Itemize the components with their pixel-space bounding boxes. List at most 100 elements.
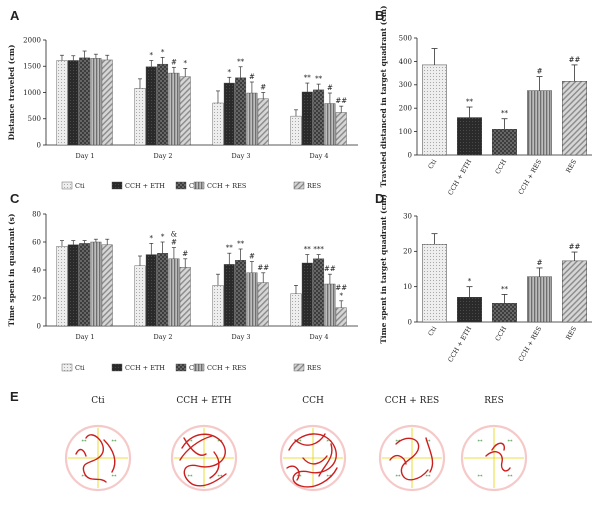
legend-swatch-cch <box>175 181 187 190</box>
y-axis-title: Time spent in quadrant (s) <box>7 214 16 327</box>
bar-cti-day-2 <box>134 265 146 327</box>
legend-label-cti: Cti <box>75 364 85 372</box>
bar-cch-day-1 <box>79 57 91 146</box>
bar-cch <box>492 303 517 323</box>
significance-mark: * <box>150 51 154 59</box>
bar-cti-day-3 <box>212 102 224 146</box>
chart-b-target-distance: 0 100 200 300 400 500 Traveled distanced in ta… <box>379 6 592 197</box>
y-axis-title: Traveled distanced in target quadrant (c… <box>379 6 388 188</box>
significance-mark: ** <box>304 246 312 254</box>
bar-res-day-2 <box>179 76 191 146</box>
significance-mark: * <box>228 68 232 76</box>
platform-marker-4: ** <box>218 474 224 480</box>
platform-marker-1: ** <box>82 439 88 445</box>
bar-res-day-3 <box>257 282 269 327</box>
significance-mark: # <box>171 239 177 247</box>
platform-marker-4: ** <box>112 474 118 480</box>
bar-res-day-2 <box>179 267 191 327</box>
panel-letter-b: B <box>375 8 384 23</box>
y-tick-label: 30 <box>403 212 412 220</box>
y-tick-label: 0 <box>37 322 41 330</box>
platform-marker-2: ** <box>218 439 224 445</box>
platform-marker-3: ** <box>478 474 484 480</box>
y-axis-title: Time spent in target quadrant (cm) <box>379 194 388 344</box>
legend-label-cch-res: CCH + RES <box>207 364 246 372</box>
x-tick-label: Day 1 <box>76 333 95 341</box>
bar-cch-res <box>527 276 552 323</box>
bar-cch-eth-day-4 <box>301 262 313 327</box>
platform-marker-1: ** <box>478 439 484 445</box>
significance-mark: # <box>537 259 543 267</box>
significance-mark: # <box>249 73 255 81</box>
platform-marker-2: ** <box>426 439 432 445</box>
significance-mark: ## <box>569 243 581 251</box>
bar-cch-day-2 <box>157 252 169 327</box>
y-tick-label: 10 <box>403 283 412 291</box>
chart-c-time-in-quadrant: 0 20 40 60 80 Time spent in quadrant (s) Day 1… <box>7 210 358 372</box>
y-tick-label: 20 <box>32 294 41 302</box>
legend-swatch-cch-eth <box>111 181 123 190</box>
x-tick-label: CCH + ETH <box>446 158 473 197</box>
bar-res-day-4 <box>335 307 347 327</box>
bar-cch-res-day-1 <box>90 58 102 146</box>
x-tick-label: Cti <box>426 158 438 170</box>
bar-cch-day-1 <box>79 243 91 327</box>
panel-letter-d: D <box>375 191 384 206</box>
x-tick-label: Day 4 <box>310 333 329 341</box>
significance-mark: ## <box>324 265 336 273</box>
significance-mark: ** <box>315 75 323 83</box>
legend-swatch-res <box>293 181 305 190</box>
x-tick-label: Day 4 <box>310 152 329 160</box>
y-tick-label: 400 <box>399 58 412 66</box>
track-label-cti: Cti <box>91 396 105 406</box>
bar-cch-eth-day-1 <box>67 244 79 327</box>
y-tick-label: 500 <box>28 115 41 123</box>
bar-cti <box>422 244 447 323</box>
swim-path-cch <box>286 433 338 488</box>
y-tick-label: 60 <box>32 238 41 246</box>
track-label-cch-res: CCH + RES <box>385 396 439 406</box>
bar-cch-res-day-4 <box>324 283 336 327</box>
y-tick-label: 100 <box>399 128 412 136</box>
bar-cch-res-day-3 <box>246 272 258 327</box>
significance-mark: ## <box>335 284 347 292</box>
track-label-res: RES <box>484 396 504 406</box>
bar-cch-res-day-2 <box>168 258 180 327</box>
legend-label-cch-eth: CCH + ETH <box>125 364 165 372</box>
significance-mark: ## <box>335 97 347 105</box>
y-tick-label: 0 <box>408 151 412 159</box>
bar-cch-eth-day-3 <box>223 264 235 327</box>
platform-marker-2: ** <box>112 439 118 445</box>
bar-res <box>562 260 587 323</box>
platform-marker-2: ** <box>508 439 514 445</box>
bar-cch-day-2 <box>157 63 169 146</box>
significance-mark: * <box>183 59 187 67</box>
bar-cti-day-3 <box>212 285 224 327</box>
significance-mark: * <box>161 48 165 56</box>
y-tick-label: 0 <box>37 141 41 149</box>
significance-mark: ** <box>226 244 234 252</box>
significance-mark: # <box>171 58 177 66</box>
bar-cch-res-day-2 <box>168 72 180 146</box>
legend-swatch-cch-res <box>193 363 205 372</box>
x-tick-label: Day 2 <box>154 333 173 341</box>
x-tick-label: Cti <box>426 325 438 337</box>
significance-mark: * <box>150 234 154 242</box>
y-tick-label: 300 <box>399 81 412 89</box>
platform-marker-3: ** <box>188 474 194 480</box>
bar-cch-eth-day-1 <box>67 60 79 146</box>
legend-swatch-cch-eth <box>111 363 123 372</box>
chart-a-distance-traveled: 0 500 1000 1500 2000 Distance traveled (cm) Da… <box>7 36 358 190</box>
y-tick-label: 80 <box>32 210 41 218</box>
bar-res-day-4 <box>335 112 347 146</box>
y-tick-label: 1000 <box>23 89 41 97</box>
legend-swatch-cti <box>61 181 73 190</box>
significance-mark: # <box>327 84 333 92</box>
significance-mark: ## <box>257 264 269 272</box>
platform-marker-3: ** <box>82 474 88 480</box>
y-tick-label: 0 <box>408 318 412 326</box>
panel-letter-e: E <box>10 389 19 404</box>
significance-mark: # <box>182 250 188 258</box>
y-tick-label: 20 <box>403 248 412 256</box>
swim-path-res <box>485 442 511 472</box>
